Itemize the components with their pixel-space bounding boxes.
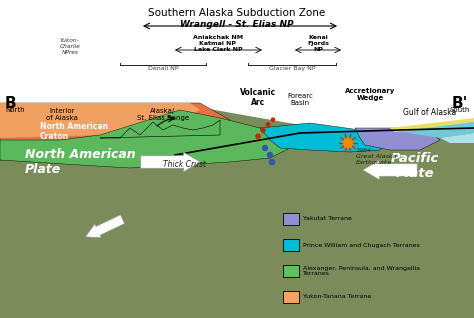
Circle shape xyxy=(266,123,270,126)
FancyBboxPatch shape xyxy=(283,291,299,303)
FancyBboxPatch shape xyxy=(283,213,299,225)
Text: 1964
Great Alaska
Earthquake: 1964 Great Alaska Earthquake xyxy=(356,148,396,165)
Circle shape xyxy=(272,118,274,121)
Text: Prince William and Chugach Terranes: Prince William and Chugach Terranes xyxy=(303,243,420,247)
Polygon shape xyxy=(267,125,269,128)
Circle shape xyxy=(261,128,265,132)
Text: Interior
of Alaska: Interior of Alaska xyxy=(46,108,78,121)
Text: Pacific
Plate: Pacific Plate xyxy=(391,152,439,180)
Polygon shape xyxy=(0,135,474,318)
Polygon shape xyxy=(262,130,264,135)
Text: B': B' xyxy=(452,96,468,111)
Text: Alexanger, Peninsula, and Wrangallia
Terranes: Alexanger, Peninsula, and Wrangallia Ter… xyxy=(303,266,420,276)
Text: Gulf of Alaska: Gulf of Alaska xyxy=(403,108,456,117)
Polygon shape xyxy=(390,120,474,138)
Polygon shape xyxy=(256,136,259,141)
Polygon shape xyxy=(355,128,440,150)
Polygon shape xyxy=(0,110,290,168)
Polygon shape xyxy=(260,123,390,152)
Text: Wrangell - St. Elias NP: Wrangell - St. Elias NP xyxy=(180,20,294,29)
Polygon shape xyxy=(100,120,220,138)
Polygon shape xyxy=(390,118,474,132)
Text: North American
Plate: North American Plate xyxy=(25,148,136,176)
Circle shape xyxy=(256,134,260,138)
Polygon shape xyxy=(440,133,474,143)
Text: Aniakchak NM
Katmai NP
Lake Clark NP: Aniakchak NM Katmai NP Lake Clark NP xyxy=(193,35,243,52)
Text: South: South xyxy=(450,107,470,113)
Circle shape xyxy=(270,160,274,164)
Text: Yakutat Terrane: Yakutat Terrane xyxy=(303,217,352,222)
Text: North American
Craton: North American Craton xyxy=(40,122,108,142)
Polygon shape xyxy=(0,103,230,160)
Text: Volcanic
Arc: Volcanic Arc xyxy=(240,88,276,107)
FancyBboxPatch shape xyxy=(283,239,299,251)
Polygon shape xyxy=(0,103,200,138)
Text: Denali NP: Denali NP xyxy=(148,66,178,71)
Text: North: North xyxy=(5,107,25,113)
Text: Yukon-Tanana Terrane: Yukon-Tanana Terrane xyxy=(303,294,371,300)
Circle shape xyxy=(267,153,273,157)
Text: B: B xyxy=(5,96,17,111)
Polygon shape xyxy=(272,120,274,123)
Text: Kenai
Fjords
NP: Kenai Fjords NP xyxy=(307,35,329,52)
Text: Yukon-
Charlie
NPres: Yukon- Charlie NPres xyxy=(60,38,81,55)
Text: Thick Crust: Thick Crust xyxy=(164,160,207,169)
Polygon shape xyxy=(0,155,474,240)
Text: Glacier Bay NP: Glacier Bay NP xyxy=(269,66,315,71)
Circle shape xyxy=(343,138,353,148)
Text: Forearc
Basin: Forearc Basin xyxy=(287,93,313,106)
Text: Southern Alaska Subduction Zone: Southern Alaska Subduction Zone xyxy=(148,8,326,18)
Circle shape xyxy=(263,146,267,150)
Polygon shape xyxy=(0,103,474,318)
Text: Alaska/
St. Elias Range: Alaska/ St. Elias Range xyxy=(137,108,189,121)
Text: Accretionary
Wedge: Accretionary Wedge xyxy=(345,88,395,101)
FancyBboxPatch shape xyxy=(283,265,299,277)
